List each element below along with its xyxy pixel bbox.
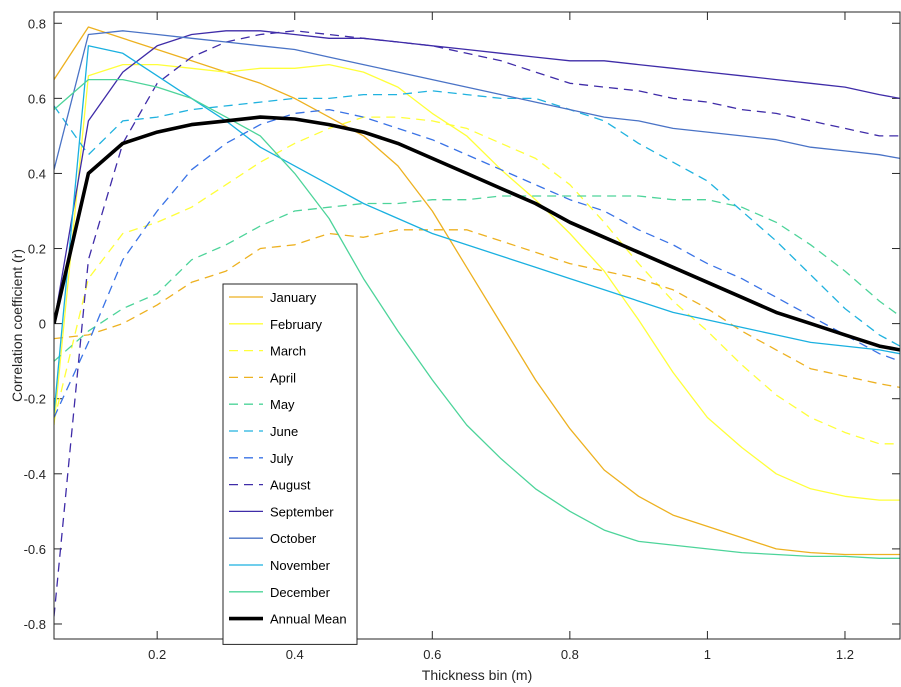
series-lines <box>54 26 900 617</box>
legend-box <box>222 283 358 645</box>
legend-label: January <box>270 290 317 305</box>
y-tick-label: -0.4 <box>24 467 46 482</box>
y-tick-label: -0.2 <box>24 392 46 407</box>
y-tick-label: 0.4 <box>28 166 46 181</box>
legend-label: August <box>270 478 311 493</box>
y-tick-label: 0.6 <box>28 91 46 106</box>
x-axis-label: Thickness bin (m) <box>422 667 532 683</box>
x-tick-label: 1 <box>704 647 711 662</box>
series-line-december <box>54 78 900 559</box>
series-line-annual-mean <box>54 115 900 352</box>
legend: January February March April May June July Augu… <box>222 283 358 645</box>
y-axis-label: Correlation coefficient (r) <box>9 249 25 402</box>
legend-label: October <box>270 531 317 546</box>
series-line-september <box>54 30 900 324</box>
legend-label: September <box>270 504 334 519</box>
legend-label: November <box>270 558 331 573</box>
plot-area <box>54 12 900 639</box>
x-tick-label: 0.2 <box>148 647 166 662</box>
series-line-february <box>54 63 900 501</box>
legend-label: July <box>270 451 294 466</box>
x-tick-label: 0.4 <box>286 647 304 662</box>
axes: 0.2 0.4 0.6 0.8 1 1.2 -0.8 -0.6 -0.4 -0.2 0 0.2 0.4 0… <box>24 12 900 662</box>
series-line-january <box>54 26 900 556</box>
series-line-april <box>54 229 900 389</box>
series-line-july <box>54 108 900 418</box>
y-tick-label: -0.8 <box>24 617 46 632</box>
x-tick-label: 1.2 <box>836 647 854 662</box>
series-line-august <box>54 30 900 617</box>
legend-label: June <box>270 424 298 439</box>
legend-label: December <box>270 585 331 600</box>
y-tick-label: 0 <box>39 317 46 332</box>
legend-label: May <box>270 397 295 412</box>
series-line-may <box>54 195 900 362</box>
y-tick-label: -0.6 <box>24 542 46 557</box>
x-tick-label: 0.8 <box>561 647 579 662</box>
legend-label: March <box>270 344 306 359</box>
legend-label: April <box>270 370 296 385</box>
series-line-june <box>54 90 900 347</box>
y-tick-label: 0.8 <box>28 16 46 31</box>
series-line-october <box>54 30 900 170</box>
legend-label: February <box>270 317 323 332</box>
y-tick-label: 0.2 <box>28 242 46 257</box>
legend-label: Annual Mean <box>270 612 347 627</box>
series-line-march <box>54 116 900 445</box>
axes-box <box>53 11 901 640</box>
x-tick-label: 0.6 <box>423 647 441 662</box>
